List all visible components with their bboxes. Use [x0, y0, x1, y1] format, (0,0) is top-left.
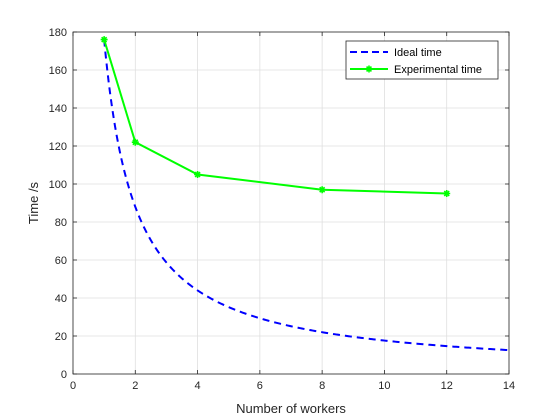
legend: Ideal time Experimental time [345, 40, 499, 80]
y-tick-label: 40 [55, 293, 67, 305]
experimental-time-point-core [133, 140, 138, 145]
legend-entry-label: Experimental time [394, 64, 482, 76]
legend-box [345, 40, 499, 80]
plot-area [73, 32, 509, 374]
y-tick-label: 120 [49, 141, 67, 153]
y-axis-label: Time /s [26, 181, 41, 224]
plot-frame [72, 31, 510, 375]
experimental-time-point-core [195, 172, 200, 177]
x-axis-label: Number of workers [236, 401, 346, 416]
experimental-time-point-core [102, 37, 107, 42]
series-layer [100, 36, 510, 352]
y-tick-label: 60 [55, 255, 67, 267]
x-tick-label: 10 [378, 380, 390, 392]
x-tick-label: 6 [257, 380, 263, 392]
x-tick-label: 0 [70, 380, 76, 392]
legend-marker-core [367, 67, 371, 71]
y-tick-label: 100 [49, 179, 67, 191]
y-tick-label: 160 [49, 65, 67, 77]
x-tick-label: 8 [319, 380, 325, 392]
x-tick-label: 14 [503, 380, 515, 392]
x-tick-label: 2 [132, 380, 138, 392]
x-tick-label: 12 [441, 380, 453, 392]
y-tick-label: 180 [49, 27, 67, 39]
experimental-time-point-core [320, 187, 325, 192]
y-tick-label: 80 [55, 217, 67, 229]
experimental-time-point-core [444, 191, 449, 196]
y-tick-label: 0 [61, 369, 67, 381]
series-ideal-time-line [103, 39, 510, 352]
y-tick-label: 140 [49, 103, 67, 115]
y-tick-label: 20 [55, 331, 67, 343]
legend-entry-label: Ideal time [394, 47, 442, 59]
x-tick-label: 4 [195, 380, 201, 392]
